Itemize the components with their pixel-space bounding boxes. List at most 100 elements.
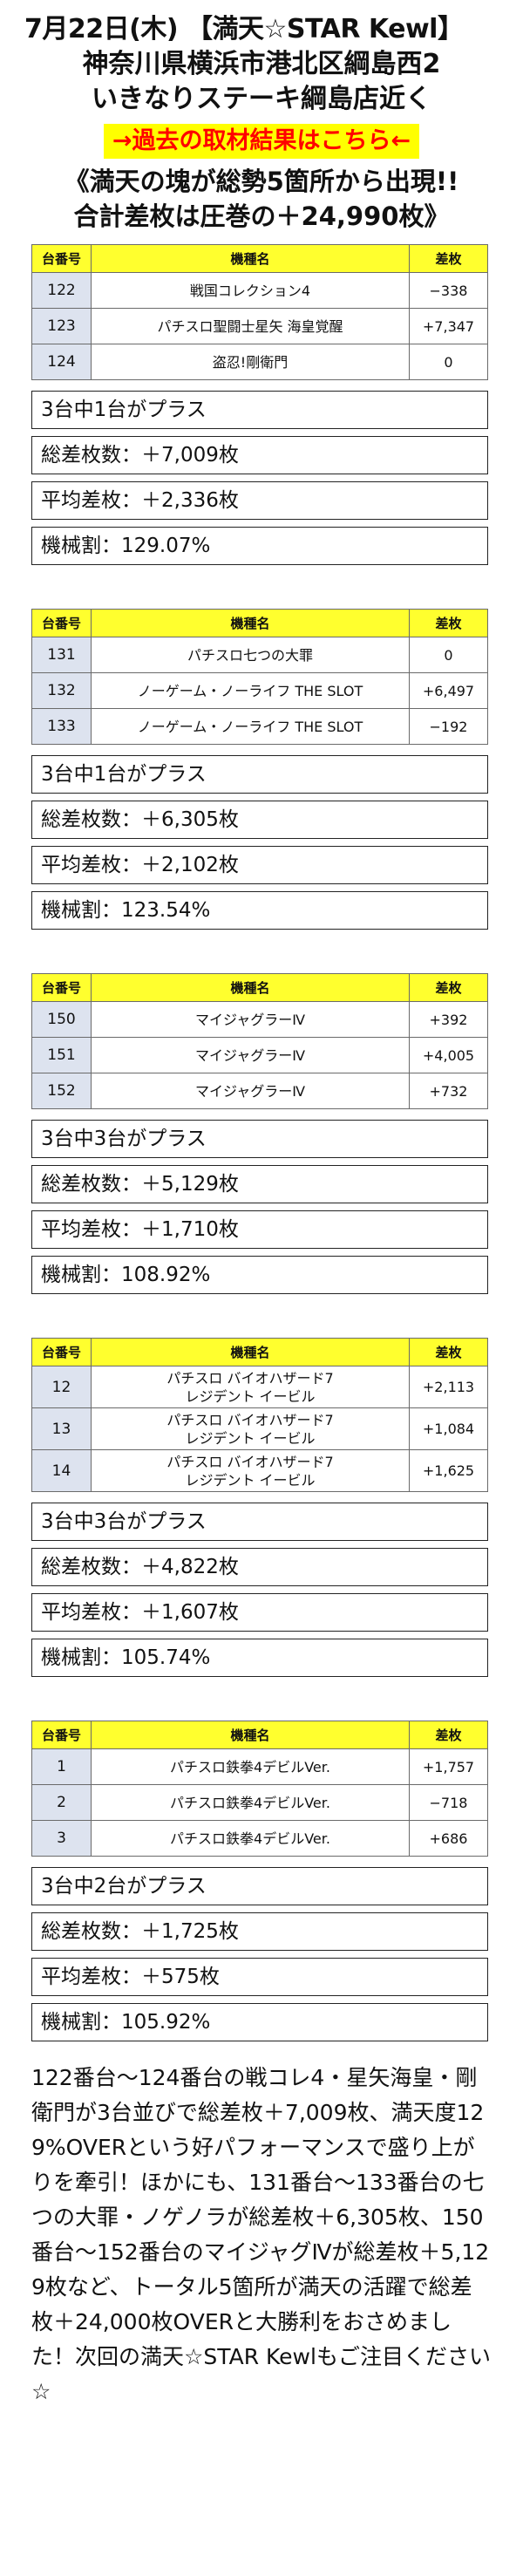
group-stats: 3台中3台がプラス 総差枚数：＋4,822枚 平均差枚：＋1,607枚 機械割：…	[31, 1503, 488, 1677]
machine-group-2: 台番号 機種名 差枚 131 パチスロ七つの大罪 0 132 ノーゲーム・ノーラ…	[31, 609, 488, 930]
machine-group-4: 台番号 機種名 差枚 12 パチスロ バイオハザード7 レジデント イービル +…	[31, 1338, 488, 1677]
total-diff: 総差枚数：＋6,305枚	[31, 801, 488, 839]
plus-count: 3台中3台がプラス	[31, 1503, 488, 1541]
machine-table: 台番号 機種名 差枚 131 パチスロ七つの大罪 0 132 ノーゲーム・ノーラ…	[31, 609, 488, 745]
table-row: 152 マイジャグラーⅣ +732	[31, 1073, 488, 1109]
col-header-num: 台番号	[31, 1721, 92, 1749]
table-row: 131 パチスロ七つの大罪 0	[31, 637, 488, 673]
payout-rate: 機械割：123.54%	[31, 891, 488, 930]
table-row: 123 パチスロ聖闘士星矢 海皇覚醒 +7,347	[31, 308, 488, 344]
past-results-link[interactable]: →過去の取材結果はこちら←	[103, 124, 420, 159]
total-diff: 総差枚数：＋1,725枚	[31, 1912, 488, 1951]
average-diff: 平均差枚：＋575枚	[31, 1958, 488, 1996]
table-row: 3 パチスロ鉄拳4デビルVer. +686	[31, 1820, 488, 1857]
col-header-name: 機種名	[91, 1721, 410, 1749]
machine-name-line-1: パチスロ バイオハザード7	[166, 1411, 334, 1428]
average-diff: 平均差枚：＋1,710枚	[31, 1210, 488, 1249]
machine-name: 戦国コレクション4	[91, 272, 410, 309]
table-row: 132 ノーゲーム・ノーライフ THE SLOT +6,497	[31, 672, 488, 709]
col-header-name: 機種名	[91, 1338, 410, 1366]
machine-name: マイジャグラーⅣ	[91, 1037, 410, 1073]
machine-number: 122	[31, 272, 92, 309]
machine-table: 台番号 機種名 差枚 122 戦国コレクション4 −338 123 パチスロ聖闘…	[31, 244, 488, 380]
group-stats: 3台中3台がプラス 総差枚数：＋5,129枚 平均差枚：＋1,710枚 機械割：…	[31, 1120, 488, 1294]
col-header-diff: 差枚	[409, 973, 488, 1002]
machine-name: マイジャグラーⅣ	[91, 1001, 410, 1038]
payout-rate: 機械割：129.07%	[31, 527, 488, 565]
machine-name: 盗忍!剛衛門	[91, 344, 410, 380]
machine-number: 2	[31, 1784, 92, 1821]
total-diff: 総差枚数：＋5,129枚	[31, 1165, 488, 1203]
machine-diff: −338	[409, 272, 488, 309]
table-header-row: 台番号 機種名 差枚	[31, 1721, 488, 1749]
machine-diff: +6,497	[409, 672, 488, 709]
machine-diff: +686	[409, 1820, 488, 1857]
plus-count: 3台中3台がプラス	[31, 1120, 488, 1158]
machine-group-5: 台番号 機種名 差枚 1 パチスロ鉄拳4デビルVer. +1,757 2 パチス…	[31, 1721, 488, 2041]
machine-table: 台番号 機種名 差枚 12 パチスロ バイオハザード7 レジデント イービル +…	[31, 1338, 488, 1492]
machine-name-line-1: パチスロ バイオハザード7	[166, 1369, 334, 1387]
headline-line-1: 《満天の塊が総勢5箇所から出現!!	[64, 167, 459, 196]
table-header-row: 台番号 機種名 差枚	[31, 973, 488, 1002]
machine-name: パチスロ鉄拳4デビルVer.	[91, 1820, 410, 1857]
table-row: 122 戦国コレクション4 −338	[31, 272, 488, 309]
col-header-num: 台番号	[31, 609, 92, 637]
table-header-row: 台番号 機種名 差枚	[31, 1338, 488, 1366]
machine-number: 152	[31, 1073, 92, 1109]
machine-name: ノーゲーム・ノーライフ THE SLOT	[91, 708, 410, 745]
machine-diff: +2,113	[409, 1366, 488, 1408]
table-row: 13 パチスロ バイオハザード7 レジデント イービル +1,084	[31, 1407, 488, 1450]
machine-number: 3	[31, 1820, 92, 1857]
payout-rate: 機械割：105.74%	[31, 1639, 488, 1677]
machine-diff: +7,347	[409, 308, 488, 344]
machine-name: パチスロ バイオハザード7 レジデント イービル	[91, 1366, 410, 1408]
machine-number: 123	[31, 308, 92, 344]
machine-diff: +392	[409, 1001, 488, 1038]
machine-number: 133	[31, 708, 92, 745]
col-header-name: 機種名	[91, 244, 410, 273]
machine-diff: 0	[409, 637, 488, 673]
machine-table: 台番号 機種名 差枚 150 マイジャグラーⅣ +392 151 マイジャグラー…	[31, 973, 488, 1109]
machine-name-line-2: レジデント イービル	[185, 1471, 316, 1489]
table-row: 133 ノーゲーム・ノーライフ THE SLOT −192	[31, 708, 488, 745]
col-header-diff: 差枚	[409, 1338, 488, 1366]
machine-number: 132	[31, 672, 92, 709]
store-landmark: いきなりステーキ綱島店近く	[92, 84, 431, 114]
average-diff: 平均差枚：＋2,102枚	[31, 846, 488, 884]
table-row: 1 パチスロ鉄拳4デビルVer. +1,757	[31, 1748, 488, 1785]
table-row: 14 パチスロ バイオハザード7 レジデント イービル +1,625	[31, 1449, 488, 1492]
machine-group-1: 台番号 機種名 差枚 122 戦国コレクション4 −338 123 パチスロ聖闘…	[31, 244, 488, 565]
machine-name: パチスロ バイオハザード7 レジデント イービル	[91, 1449, 410, 1492]
machine-diff: +4,005	[409, 1037, 488, 1073]
col-header-num: 台番号	[31, 973, 92, 1002]
plus-count: 3台中1台がプラス	[31, 755, 488, 794]
machine-name: パチスロ鉄拳4デビルVer.	[91, 1748, 410, 1785]
table-header-row: 台番号 機種名 差枚	[31, 244, 488, 273]
machine-diff: 0	[409, 344, 488, 380]
machine-number: 14	[31, 1449, 92, 1492]
machine-diff: +1,757	[409, 1748, 488, 1785]
table-row: 150 マイジャグラーⅣ +392	[31, 1001, 488, 1038]
payout-rate: 機械割：108.92%	[31, 1256, 488, 1294]
col-header-num: 台番号	[31, 1338, 92, 1366]
group-stats: 3台中2台がプラス 総差枚数：＋1,725枚 平均差枚：＋575枚 機械割：10…	[31, 1867, 488, 2041]
headline-line-2: 合計差枚は圧巻の＋24,990枚》	[73, 201, 450, 231]
total-diff: 総差枚数：＋4,822枚	[31, 1548, 488, 1586]
table-row: 2 パチスロ鉄拳4デビルVer. −718	[31, 1784, 488, 1821]
col-header-name: 機種名	[91, 609, 410, 637]
machine-name: パチスロ バイオハザード7 レジデント イービル	[91, 1407, 410, 1450]
machine-number: 124	[31, 344, 92, 380]
machine-diff: +732	[409, 1073, 488, 1109]
date-store-title: 7月22日(木) 【満天☆STAR Kewl】	[24, 14, 464, 44]
table-row: 124 盗忍!剛衛門 0	[31, 344, 488, 380]
machine-number: 151	[31, 1037, 92, 1073]
total-diff: 総差枚数：＋7,009枚	[31, 436, 488, 474]
machine-diff: +1,625	[409, 1449, 488, 1492]
table-row: 12 パチスロ バイオハザード7 レジデント イービル +2,113	[31, 1366, 488, 1408]
machine-diff: +1,084	[409, 1407, 488, 1450]
machine-name: パチスロ鉄拳4デビルVer.	[91, 1784, 410, 1821]
machine-name: マイジャグラーⅣ	[91, 1073, 410, 1109]
machine-table: 台番号 機種名 差枚 1 パチスロ鉄拳4デビルVer. +1,757 2 パチス…	[31, 1721, 488, 1857]
table-header-row: 台番号 機種名 差枚	[31, 609, 488, 637]
machine-name: パチスロ七つの大罪	[91, 637, 410, 673]
